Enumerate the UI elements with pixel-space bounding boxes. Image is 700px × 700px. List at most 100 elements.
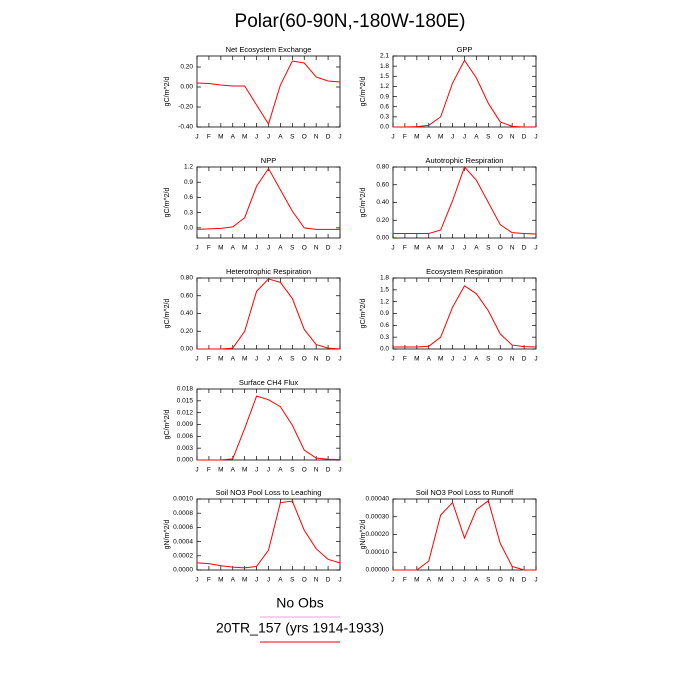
x-tick-label: J (267, 577, 270, 584)
x-tick-label: A (474, 245, 479, 252)
x-tick-label: O (498, 134, 503, 141)
x-tick-label: N (314, 356, 319, 363)
x-tick-label: F (207, 577, 211, 584)
x-tick-label: M (218, 134, 223, 141)
x-tick-label: A (231, 356, 236, 363)
y-tick-label: 0.0004 (173, 538, 193, 545)
x-tick-label: M (218, 245, 223, 252)
x-tick-label: F (207, 356, 211, 363)
y-tick-label: 0.40 (180, 310, 193, 317)
panel-title: Net Ecosystem Exchange (226, 45, 312, 54)
x-tick-label: J (463, 245, 466, 252)
x-tick-label: M (242, 245, 247, 252)
x-tick-label: O (498, 356, 503, 363)
y-tick-label: 0.0010 (173, 496, 193, 503)
y-axis-label: gN/m^2/d (164, 520, 171, 550)
x-tick-label: A (474, 356, 479, 363)
data-line (393, 59, 536, 128)
x-tick-label: J (534, 356, 537, 363)
y-tick-label: 0.0008 (173, 510, 193, 517)
x-tick-label: S (486, 134, 491, 141)
y-tick-label: -0.20 (178, 104, 193, 111)
y-tick-label: 0.9 (380, 93, 389, 100)
y-tick-label: 1.2 (380, 298, 389, 305)
x-tick-label: D (326, 577, 331, 584)
y-tick-label: 0.0002 (173, 553, 193, 560)
y-tick-label: 0.40 (376, 199, 389, 206)
y-tick-label: 0.00000 (366, 567, 390, 574)
legend-label: No Obs (276, 595, 323, 611)
x-tick-label: S (290, 245, 295, 252)
y-tick-label: 0.6 (184, 194, 193, 201)
x-tick-label: F (403, 356, 407, 363)
panel-title: NPP (261, 156, 276, 165)
x-tick-label: M (438, 245, 443, 252)
x-tick-label: O (302, 356, 307, 363)
x-tick-label: D (522, 577, 527, 584)
x-tick-label: J (267, 467, 270, 474)
x-tick-label: A (278, 467, 283, 474)
y-axis-label: gC/m^2/d (164, 77, 171, 107)
x-tick-label: F (207, 245, 211, 252)
y-tick-label: 0.003 (177, 445, 194, 452)
y-tick-label: 1.8 (380, 63, 389, 70)
data-line (196, 500, 341, 569)
y-tick-label: 0.0000 (173, 567, 193, 574)
x-tick-label: J (195, 577, 198, 584)
y-tick-label: 0.20 (180, 328, 193, 335)
x-tick-label: N (314, 467, 319, 474)
y-tick-label: 0.60 (376, 181, 389, 188)
x-tick-label: D (326, 356, 331, 363)
x-tick-label: N (314, 577, 319, 584)
x-tick-label: M (438, 134, 443, 141)
y-axis-label: gC/m^2/d (360, 299, 367, 329)
y-tick-label: 0.00 (180, 346, 193, 353)
x-tick-label: A (427, 245, 432, 252)
y-tick-label: 0.0 (380, 346, 389, 353)
panel-title: Heterotrophic Respiration (226, 267, 311, 276)
y-tick-label: 0.012 (177, 409, 194, 416)
plot-frame (392, 498, 537, 571)
plot-frame (392, 277, 537, 350)
x-tick-label: J (534, 245, 537, 252)
x-tick-label: J (255, 134, 258, 141)
x-tick-label: A (231, 577, 236, 584)
y-tick-label: 0.3 (184, 209, 193, 216)
y-axis-label: gC/m^2/d (164, 299, 171, 329)
x-tick-label: S (486, 245, 491, 252)
x-tick-label: J (195, 467, 198, 474)
x-tick-label: S (290, 134, 295, 141)
x-tick-label: J (463, 134, 466, 141)
y-tick-label: 0.60 (180, 292, 193, 299)
y-tick-label: 0.00030 (366, 513, 390, 520)
x-tick-label: A (474, 577, 479, 584)
x-tick-label: D (522, 356, 527, 363)
plot-frame (392, 55, 537, 128)
x-tick-label: A (231, 245, 236, 252)
x-tick-label: J (338, 134, 341, 141)
y-axis-label: gC/m^2/d (360, 188, 367, 218)
x-tick-label: N (510, 577, 515, 584)
x-tick-label: M (218, 356, 223, 363)
x-tick-label: J (267, 134, 270, 141)
y-tick-label: 0.20 (376, 217, 389, 224)
x-tick-label: N (510, 356, 515, 363)
x-tick-label: S (290, 356, 295, 363)
y-tick-label: 0.3 (380, 114, 389, 121)
y-tick-label: 0.6 (380, 322, 389, 329)
y-tick-label: 0.00 (376, 235, 389, 242)
y-tick-label: 1.5 (380, 287, 389, 294)
x-tick-label: D (522, 245, 527, 252)
x-tick-label: J (255, 356, 258, 363)
x-tick-label: J (391, 134, 394, 141)
plot-frame (196, 277, 341, 350)
x-tick-label: O (302, 467, 307, 474)
x-tick-label: O (302, 245, 307, 252)
y-tick-label: 0.018 (177, 386, 194, 393)
y-tick-label: 0.3 (380, 334, 389, 341)
x-tick-label: J (195, 356, 198, 363)
plot-frame (196, 55, 341, 128)
x-tick-label: D (326, 467, 331, 474)
y-tick-label: 0.9 (380, 310, 389, 317)
x-tick-label: A (278, 577, 283, 584)
